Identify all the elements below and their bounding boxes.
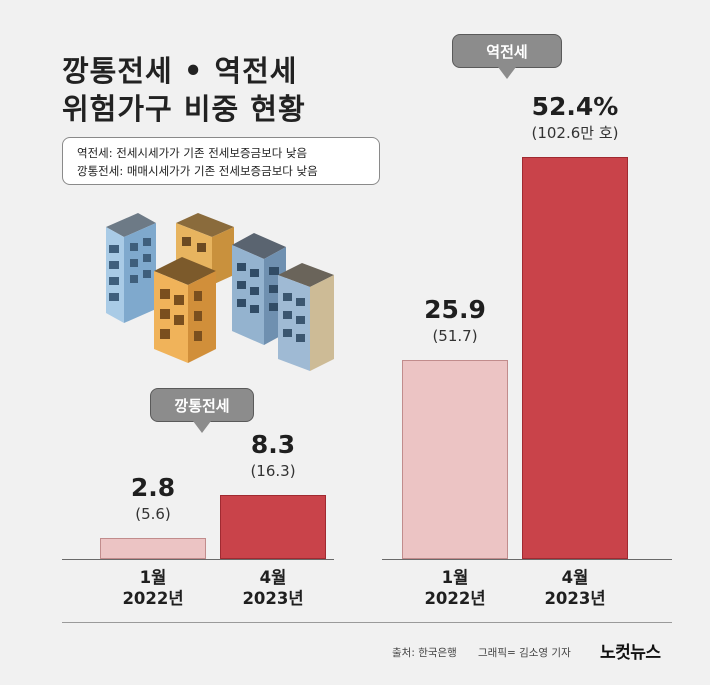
nocutnews-logo: 노컷뉴스 bbox=[600, 643, 661, 663]
count-label-reverse-2022-01: (51.7) bbox=[432, 327, 478, 346]
x-label-kkangtong-2023-04: 4월 2023년 bbox=[203, 567, 343, 609]
x-label-reverse-2022-01: 1월 2022년 bbox=[385, 567, 525, 609]
bar-reverse-2023-04 bbox=[522, 157, 628, 559]
x-label-year: 2022년 bbox=[122, 589, 184, 608]
baseline-left bbox=[62, 559, 334, 560]
apartment-buildings-icon bbox=[106, 213, 334, 371]
x-label-year: 2022년 bbox=[424, 589, 486, 608]
chart-title-line-2: 위험가구 비중 현황 bbox=[62, 92, 306, 126]
count-label-kkangtong-2022-01: (5.6) bbox=[135, 504, 171, 523]
bar-kkangtong-2023-04 bbox=[220, 495, 326, 559]
value-label-kkangtong-2022-01: 2.8 bbox=[130, 472, 176, 502]
chart-title: 깡통전세 • 역전세 위험가구 비중 현황 bbox=[62, 52, 306, 128]
building-front-orange bbox=[154, 257, 216, 363]
definition-reverse-jeonse: 역전세: 전세시세가가 기존 전세보증금보다 낮음 bbox=[77, 146, 308, 160]
source-credit: 출처: 한국은행 bbox=[392, 647, 457, 659]
value-label-reverse-2023-04: 52.4% bbox=[531, 92, 619, 121]
graphic-credit: 그래픽= 김소영 기자 bbox=[478, 647, 571, 659]
building-left bbox=[106, 213, 156, 323]
x-label-year: 2023년 bbox=[242, 589, 304, 608]
x-label-period: 4월 bbox=[561, 568, 589, 587]
callout-kkangtong-jeonse: 깡통전세 bbox=[150, 388, 254, 433]
x-label-period: 1월 bbox=[139, 568, 167, 587]
x-label-year: 2023년 bbox=[544, 589, 606, 608]
building-right-beige bbox=[278, 263, 334, 371]
bar-reverse-2022-01 bbox=[402, 360, 508, 559]
footer-divider bbox=[62, 622, 672, 623]
x-label-period: 1월 bbox=[441, 568, 469, 587]
definition-box: 역전세: 전세시세가가 기존 전세보증금보다 낮음 깡통전세: 매매시세가가 기… bbox=[62, 137, 380, 185]
count-label-reverse-2023-04: (102.6만 호) bbox=[531, 124, 619, 142]
bar-kkangtong-2022-01 bbox=[100, 537, 206, 559]
x-label-kkangtong-2022-01: 1월 2022년 bbox=[83, 567, 223, 609]
value-label-reverse-2022-01: 25.9 bbox=[424, 295, 486, 325]
callout-reverse-jeonse: 역전세 bbox=[452, 34, 562, 79]
count-label-kkangtong-2023-04: (16.3) bbox=[250, 462, 296, 481]
x-label-period: 4월 bbox=[259, 568, 287, 587]
definition-kkangtong-jeonse: 깡통전세: 매매시세가가 기존 전세보증금보다 낮음 bbox=[77, 164, 318, 178]
baseline-right bbox=[382, 559, 672, 560]
building-center-blue bbox=[232, 233, 286, 345]
x-label-reverse-2023-04: 4월 2023년 bbox=[505, 567, 645, 609]
chart-title-line-1: 깡통전세 • 역전세 bbox=[62, 54, 298, 88]
value-label-kkangtong-2023-04: 8.3 bbox=[250, 430, 296, 460]
